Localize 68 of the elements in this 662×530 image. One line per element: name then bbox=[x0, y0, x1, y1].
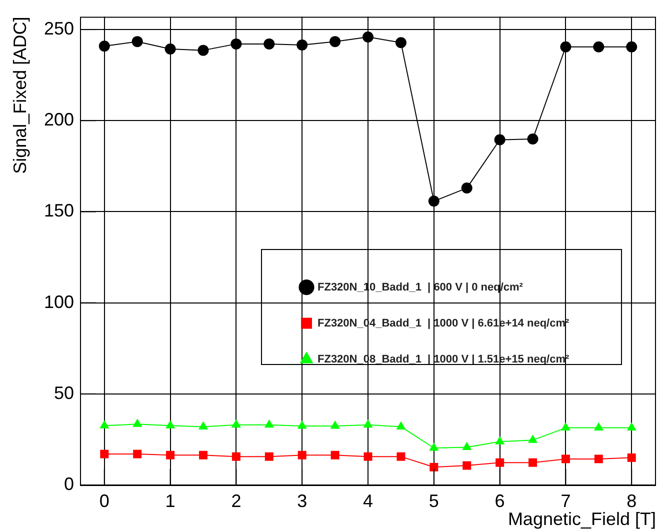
point bbox=[132, 36, 143, 48]
point bbox=[626, 41, 638, 52]
point bbox=[430, 462, 438, 472]
point bbox=[561, 454, 570, 464]
y-tick-label: 50 bbox=[54, 382, 74, 403]
point bbox=[232, 452, 240, 461]
point bbox=[298, 450, 306, 460]
point bbox=[264, 38, 275, 50]
point bbox=[264, 452, 274, 461]
point bbox=[494, 134, 506, 146]
point bbox=[98, 40, 110, 52]
point bbox=[198, 421, 208, 430]
x-tick-label: 5 bbox=[428, 490, 439, 511]
point bbox=[627, 453, 636, 462]
point bbox=[297, 420, 307, 429]
point bbox=[396, 452, 406, 461]
x-tick-label: 1 bbox=[165, 490, 176, 511]
point bbox=[230, 38, 242, 50]
point bbox=[594, 422, 604, 431]
y-tick-label: 250 bbox=[44, 18, 74, 39]
y-tick-label: 0 bbox=[64, 474, 74, 494]
point bbox=[199, 450, 208, 460]
point bbox=[528, 458, 538, 467]
y-axis-title: Signal_Fixed [ADC] bbox=[10, 16, 30, 174]
point bbox=[496, 458, 504, 467]
point bbox=[100, 420, 110, 428]
point bbox=[330, 36, 341, 48]
point bbox=[264, 419, 274, 428]
point bbox=[593, 41, 604, 52]
point bbox=[429, 442, 439, 451]
point bbox=[462, 461, 472, 470]
point bbox=[164, 44, 176, 55]
point bbox=[462, 442, 472, 450]
point bbox=[527, 134, 538, 145]
point bbox=[364, 452, 372, 461]
point bbox=[231, 419, 241, 428]
x-tick-label: 0 bbox=[99, 490, 110, 511]
point bbox=[166, 450, 175, 460]
point bbox=[528, 434, 538, 443]
x-tick-label: 6 bbox=[494, 490, 505, 511]
y-tick-label: 200 bbox=[44, 110, 74, 130]
point bbox=[495, 436, 505, 444]
point bbox=[296, 40, 308, 51]
point bbox=[461, 182, 472, 194]
point bbox=[428, 196, 440, 207]
y-tick-label: 150 bbox=[44, 200, 74, 221]
y-tick-label: 100 bbox=[44, 292, 74, 312]
point bbox=[560, 422, 570, 431]
point bbox=[594, 454, 603, 464]
x-tick-label: 2 bbox=[231, 490, 242, 511]
point bbox=[100, 450, 109, 458]
x-tick-label: 7 bbox=[560, 490, 571, 511]
point bbox=[132, 418, 142, 427]
point bbox=[166, 420, 176, 428]
point bbox=[133, 450, 142, 458]
point bbox=[330, 450, 340, 460]
point bbox=[395, 37, 406, 48]
point bbox=[363, 419, 373, 428]
x-tick-label: 3 bbox=[297, 490, 308, 511]
point bbox=[330, 420, 340, 429]
point bbox=[560, 41, 572, 52]
x-tick-label: 4 bbox=[362, 490, 374, 511]
point bbox=[396, 421, 406, 430]
x-axis-title: Magnetic_Field [T] bbox=[508, 509, 656, 529]
point bbox=[626, 422, 636, 431]
point bbox=[198, 44, 209, 56]
x-tick-label: 8 bbox=[626, 490, 637, 511]
point bbox=[362, 32, 374, 43]
